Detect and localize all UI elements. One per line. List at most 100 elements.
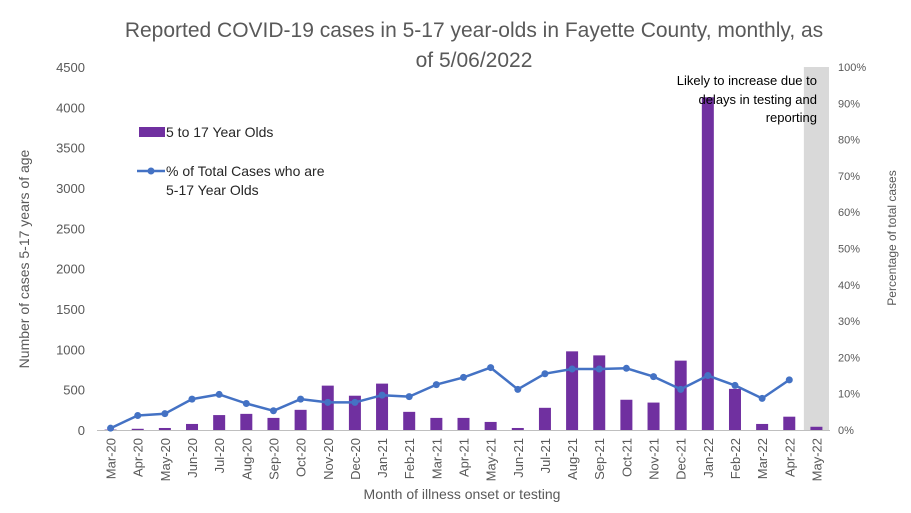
bar xyxy=(321,385,334,430)
y2-tick-label: 50% xyxy=(838,244,860,256)
x-tick-label: Mar-20 xyxy=(104,438,119,479)
line-point xyxy=(514,385,522,393)
y2-axis-ticks: 0% 10% 20% 30% 40% 50% 60% 70% 80% 90% 100% xyxy=(838,62,866,437)
line-point xyxy=(432,381,440,389)
y2-tick-label: 0% xyxy=(838,425,854,437)
bar xyxy=(131,428,144,430)
bar xyxy=(566,351,579,430)
x-tick-label: May-20 xyxy=(158,438,173,481)
line-point xyxy=(731,381,739,389)
x-tick-label: Nov-21 xyxy=(647,438,662,480)
line-point xyxy=(378,391,386,399)
line-point xyxy=(134,411,142,419)
x-tick-label: Apr-22 xyxy=(782,438,797,477)
y2-tick-label: 20% xyxy=(838,352,860,364)
bar xyxy=(186,423,199,430)
legend-bar-label: 5 to 17 Year Olds xyxy=(166,124,273,140)
y-tick-label: 2500 xyxy=(56,221,85,236)
x-tick-label: May-22 xyxy=(809,438,824,481)
x-tick-label: Nov-20 xyxy=(321,438,336,480)
x-tick-label: May-21 xyxy=(484,438,499,481)
annotation-line-3: reporting xyxy=(766,110,817,125)
line-point xyxy=(622,364,630,372)
bar xyxy=(701,97,714,430)
x-tick-label: Sep-20 xyxy=(266,438,281,480)
y-tick-label: 500 xyxy=(63,383,85,398)
x-tick-label: Mar-22 xyxy=(755,438,770,479)
bar xyxy=(376,383,389,430)
x-tick-label: Jun-20 xyxy=(185,438,200,478)
x-tick-label: Dec-20 xyxy=(348,438,363,480)
y-tick-label: 1000 xyxy=(56,342,85,357)
bar xyxy=(538,407,551,430)
y2-tick-label: 90% xyxy=(838,98,860,110)
x-axis-ticks: Mar-20 Apr-20 May-20 Jun-20 Jul-20 Aug-20 Sep-… xyxy=(104,438,825,481)
bar xyxy=(294,409,307,430)
bar xyxy=(593,355,606,430)
line-point xyxy=(460,373,467,381)
line-point xyxy=(269,407,277,415)
y-tick-label: 1500 xyxy=(56,302,85,317)
bar xyxy=(158,427,171,430)
chart-title-line2: of 5/06/2022 xyxy=(416,49,533,72)
line-point xyxy=(677,385,685,393)
shaded-region-layer xyxy=(803,67,829,430)
bar xyxy=(240,413,253,430)
x-tick-label: Sep-21 xyxy=(592,438,607,480)
bar xyxy=(403,411,416,430)
y2-tick-label: 100% xyxy=(838,62,866,74)
line-point xyxy=(595,365,603,373)
bar xyxy=(511,427,524,430)
x-axis-label: Month of illness onset or testing xyxy=(364,486,561,502)
annotation: Likely to increase due to delays in test… xyxy=(677,73,817,125)
y-tick-label: 0 xyxy=(78,423,85,438)
line-point xyxy=(568,365,576,373)
y2-tick-label: 60% xyxy=(838,207,860,219)
line-path xyxy=(110,366,791,430)
bar xyxy=(647,402,660,430)
y-tick-label: 4000 xyxy=(56,100,85,115)
line-point xyxy=(107,424,115,432)
line-point xyxy=(351,398,359,406)
legend-line-label-1: % of Total Cases who are xyxy=(166,163,325,179)
y2-tick-label: 40% xyxy=(838,280,860,292)
x-tick-label: Feb-21 xyxy=(402,438,417,479)
legend-bar-swatch xyxy=(139,127,165,137)
x-tick-label: Jul-20 xyxy=(212,438,227,473)
x-tick-label: Jan-22 xyxy=(701,438,716,478)
line-point xyxy=(758,394,766,402)
line-point xyxy=(161,410,169,418)
line-point xyxy=(324,398,332,406)
y-axis-label: Number of cases 5-17 years of age xyxy=(16,149,32,368)
bar xyxy=(756,423,769,430)
y-tick-label: 3000 xyxy=(56,181,85,196)
legend: 5 to 17 Year Olds % of Total Cases who a… xyxy=(137,124,325,198)
bar-series xyxy=(104,97,823,430)
line-point xyxy=(704,372,712,380)
line-point xyxy=(215,390,223,398)
annotation-line-1: Likely to increase due to xyxy=(677,73,817,88)
x-tick-label: Mar-21 xyxy=(429,438,444,479)
y-axis-ticks: 0 500 1000 1500 2000 2500 3000 3500 4000 4500 xyxy=(56,60,85,438)
line-point xyxy=(242,400,250,408)
y2-tick-label: 70% xyxy=(838,171,860,183)
bar xyxy=(728,388,741,430)
chart-title-line1: Reported COVID-19 cases in 5-17 year-old… xyxy=(125,19,823,42)
bar xyxy=(213,415,226,430)
line-point xyxy=(487,364,495,372)
y-tick-label: 3500 xyxy=(56,141,85,156)
line-point xyxy=(405,393,413,401)
bar xyxy=(430,417,443,430)
legend-line-label-2: 5-17 Year Olds xyxy=(166,182,259,198)
legend-line-marker xyxy=(147,167,155,175)
y2-tick-label: 10% xyxy=(838,389,860,401)
line-series xyxy=(107,364,793,432)
bar xyxy=(348,395,361,430)
bar xyxy=(484,421,497,430)
bar xyxy=(783,416,796,430)
x-tick-label: Apr-20 xyxy=(131,438,146,477)
shaded-region xyxy=(803,67,829,430)
x-tick-label: Jan-21 xyxy=(375,438,390,478)
annotation-line-2: delays in testing and xyxy=(698,92,817,107)
